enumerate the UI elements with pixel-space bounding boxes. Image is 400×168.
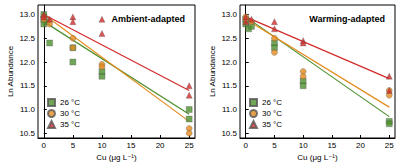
svg-text:13.0: 13.0 bbox=[221, 10, 237, 19]
svg-text:0: 0 bbox=[42, 141, 47, 150]
svg-text:0: 0 bbox=[244, 141, 249, 150]
svg-text:Ambient-adapted: Ambient-adapted bbox=[111, 14, 185, 24]
svg-text:12.0: 12.0 bbox=[19, 58, 35, 67]
svg-text:26 °C: 26 °C bbox=[262, 98, 282, 107]
svg-text:35 °C: 35 °C bbox=[60, 120, 80, 129]
svg-text:12.0: 12.0 bbox=[221, 58, 237, 67]
svg-text:11.0: 11.0 bbox=[222, 105, 238, 114]
svg-text:12.5: 12.5 bbox=[221, 34, 237, 43]
svg-text:5: 5 bbox=[71, 141, 76, 150]
svg-text:Ln Abundance: Ln Abundance bbox=[208, 45, 217, 97]
svg-text:5: 5 bbox=[272, 141, 277, 150]
svg-text:12.5: 12.5 bbox=[19, 34, 35, 43]
svg-text:20: 20 bbox=[356, 141, 365, 150]
svg-text:Ln Abundance: Ln Abundance bbox=[6, 45, 15, 97]
svg-text:Warming-adapted: Warming-adapted bbox=[309, 14, 385, 24]
svg-text:Cu (μg L⁻¹): Cu (μg L⁻¹) bbox=[297, 153, 338, 162]
svg-text:10.5: 10.5 bbox=[221, 129, 237, 138]
svg-text:13.0: 13.0 bbox=[19, 10, 35, 19]
svg-text:11.5: 11.5 bbox=[222, 81, 238, 90]
svg-text:Cu (μg L⁻¹): Cu (μg L⁻¹) bbox=[96, 153, 137, 162]
svg-text:11.0: 11.0 bbox=[20, 105, 36, 114]
svg-text:10: 10 bbox=[98, 141, 107, 150]
svg-text:11.5: 11.5 bbox=[20, 81, 36, 90]
svg-text:10: 10 bbox=[299, 141, 308, 150]
svg-text:15: 15 bbox=[327, 141, 336, 150]
svg-text:10.5: 10.5 bbox=[19, 129, 35, 138]
svg-text:15: 15 bbox=[127, 141, 136, 150]
svg-text:35 °C: 35 °C bbox=[262, 120, 282, 129]
svg-text:26 °C: 26 °C bbox=[60, 98, 80, 107]
svg-text:30 °C: 30 °C bbox=[60, 109, 80, 118]
svg-text:25: 25 bbox=[385, 141, 394, 150]
svg-text:30 °C: 30 °C bbox=[262, 109, 282, 118]
svg-text:25: 25 bbox=[185, 141, 194, 150]
svg-text:20: 20 bbox=[156, 141, 165, 150]
